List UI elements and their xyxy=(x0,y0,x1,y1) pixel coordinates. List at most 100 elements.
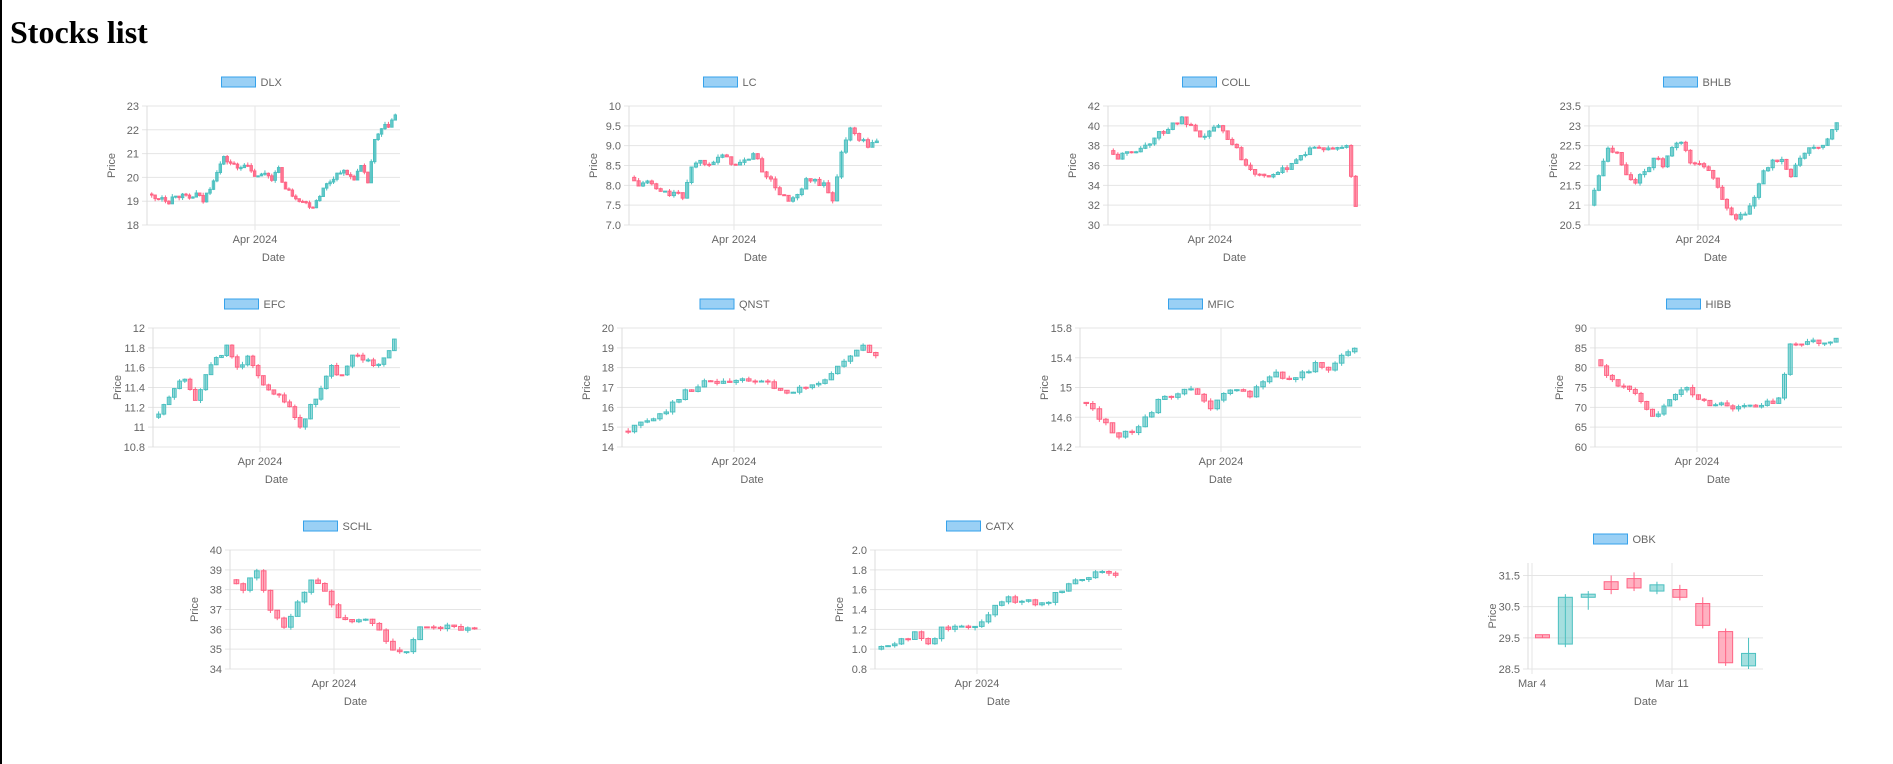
candle xyxy=(1112,571,1119,578)
candle xyxy=(698,159,703,166)
x-axis-title: Date xyxy=(1209,474,1232,486)
candle xyxy=(724,153,729,158)
y-axis-title: Price xyxy=(189,597,201,622)
candle xyxy=(424,626,430,629)
candle xyxy=(344,365,350,376)
chart-obk: 28.5 29.5 30.5 31.5 Mar 4 Mar 11 OBK Date Price xyxy=(1487,533,1763,708)
x-axis-title: Date xyxy=(744,252,767,264)
legend-schl[interactable]: SCHL xyxy=(303,520,372,533)
candle xyxy=(701,378,708,388)
y-axis-title: Price xyxy=(581,375,593,400)
x-tick-label: Apr 2024 xyxy=(233,234,278,246)
candle xyxy=(1285,165,1290,173)
candle xyxy=(335,602,342,619)
y-tick-label: 14.6 xyxy=(1051,412,1072,424)
legend-obk[interactable]: OBK xyxy=(1593,533,1657,546)
y-tick-label: 18 xyxy=(127,220,139,232)
candle xyxy=(727,378,733,383)
legend-catx[interactable]: CATX xyxy=(946,520,1015,533)
candle xyxy=(1724,198,1730,211)
candle xyxy=(1234,389,1240,392)
candle xyxy=(335,172,339,182)
candle xyxy=(234,354,240,370)
candle xyxy=(1672,584,1688,601)
legend-coll[interactable]: COLL xyxy=(1182,76,1251,89)
candle xyxy=(1637,173,1643,186)
candle xyxy=(695,384,701,393)
candle xyxy=(644,418,650,424)
candle xyxy=(281,616,287,629)
candle xyxy=(198,388,203,404)
legend-hibb[interactable]: HIBB xyxy=(1666,298,1732,311)
candle xyxy=(1345,349,1351,357)
x-tick-label: Apr 2024 xyxy=(1199,456,1244,468)
candle xyxy=(1079,579,1086,582)
candle xyxy=(771,379,777,390)
candle xyxy=(1827,341,1833,346)
candle xyxy=(795,193,800,201)
legend-qnst[interactable]: QNST xyxy=(699,298,770,311)
candle xyxy=(232,161,236,165)
candle xyxy=(965,624,972,630)
candle xyxy=(878,645,885,651)
candle xyxy=(720,153,725,159)
candle xyxy=(680,192,685,201)
y-tick-label: 10.8 xyxy=(124,442,145,454)
y-axis-title: Price xyxy=(112,375,124,400)
candle xyxy=(1239,146,1244,161)
chart-schl: 34 35 36 37 38 39 40 Apr 2024 SCHL Date Price xyxy=(189,520,481,708)
candle xyxy=(1747,404,1753,408)
legend-swatch xyxy=(1168,298,1203,310)
candle xyxy=(1667,399,1673,407)
candle xyxy=(782,194,787,197)
candle xyxy=(308,403,313,420)
legend-swatch xyxy=(699,298,735,310)
y-tick-label: 1.4 xyxy=(852,605,867,617)
candle xyxy=(356,618,362,624)
candle xyxy=(263,170,267,176)
candle xyxy=(180,192,185,200)
candle xyxy=(1012,594,1019,604)
candle xyxy=(874,138,879,144)
y-tick-label: 34 xyxy=(210,664,222,676)
candle xyxy=(1115,152,1120,160)
y-tick-label: 22 xyxy=(1569,161,1581,173)
x-tick-label: Apr 2024 xyxy=(1188,234,1233,246)
candle xyxy=(1271,173,1276,179)
candle xyxy=(828,371,835,381)
candle xyxy=(260,569,267,593)
candle xyxy=(239,165,243,171)
candle xyxy=(777,387,784,392)
legend-efc[interactable]: EFC xyxy=(224,298,286,311)
candle xyxy=(1684,386,1690,393)
candle xyxy=(383,121,387,130)
y-tick-label: 1.6 xyxy=(852,585,867,597)
candle xyxy=(1086,576,1092,583)
y-tick-label: 18 xyxy=(602,363,614,375)
legend-dlx[interactable]: DLX xyxy=(221,76,283,89)
candle xyxy=(349,619,355,624)
y-tick-label: 17 xyxy=(602,383,614,395)
candle xyxy=(1299,369,1306,381)
candle xyxy=(283,181,288,190)
candle xyxy=(738,159,743,166)
y-tick-label: 38 xyxy=(1088,141,1100,153)
candle xyxy=(733,379,739,385)
candle xyxy=(339,374,345,377)
candle xyxy=(242,163,247,169)
candle xyxy=(1736,404,1742,412)
candle xyxy=(938,626,945,642)
candle xyxy=(355,168,360,181)
candle xyxy=(201,192,205,204)
legend-bhlb[interactable]: BHLB xyxy=(1663,76,1732,89)
candle xyxy=(1266,175,1271,178)
y-tick-label: 11 xyxy=(134,422,145,434)
legend-mfic[interactable]: MFIC xyxy=(1168,298,1235,311)
candle xyxy=(1289,162,1294,170)
candle xyxy=(1761,169,1766,185)
legend-lc[interactable]: LC xyxy=(703,76,757,89)
candle xyxy=(640,180,646,187)
candle xyxy=(693,161,698,169)
candle xyxy=(371,357,376,368)
y-tick-label: 11.6 xyxy=(124,363,145,375)
